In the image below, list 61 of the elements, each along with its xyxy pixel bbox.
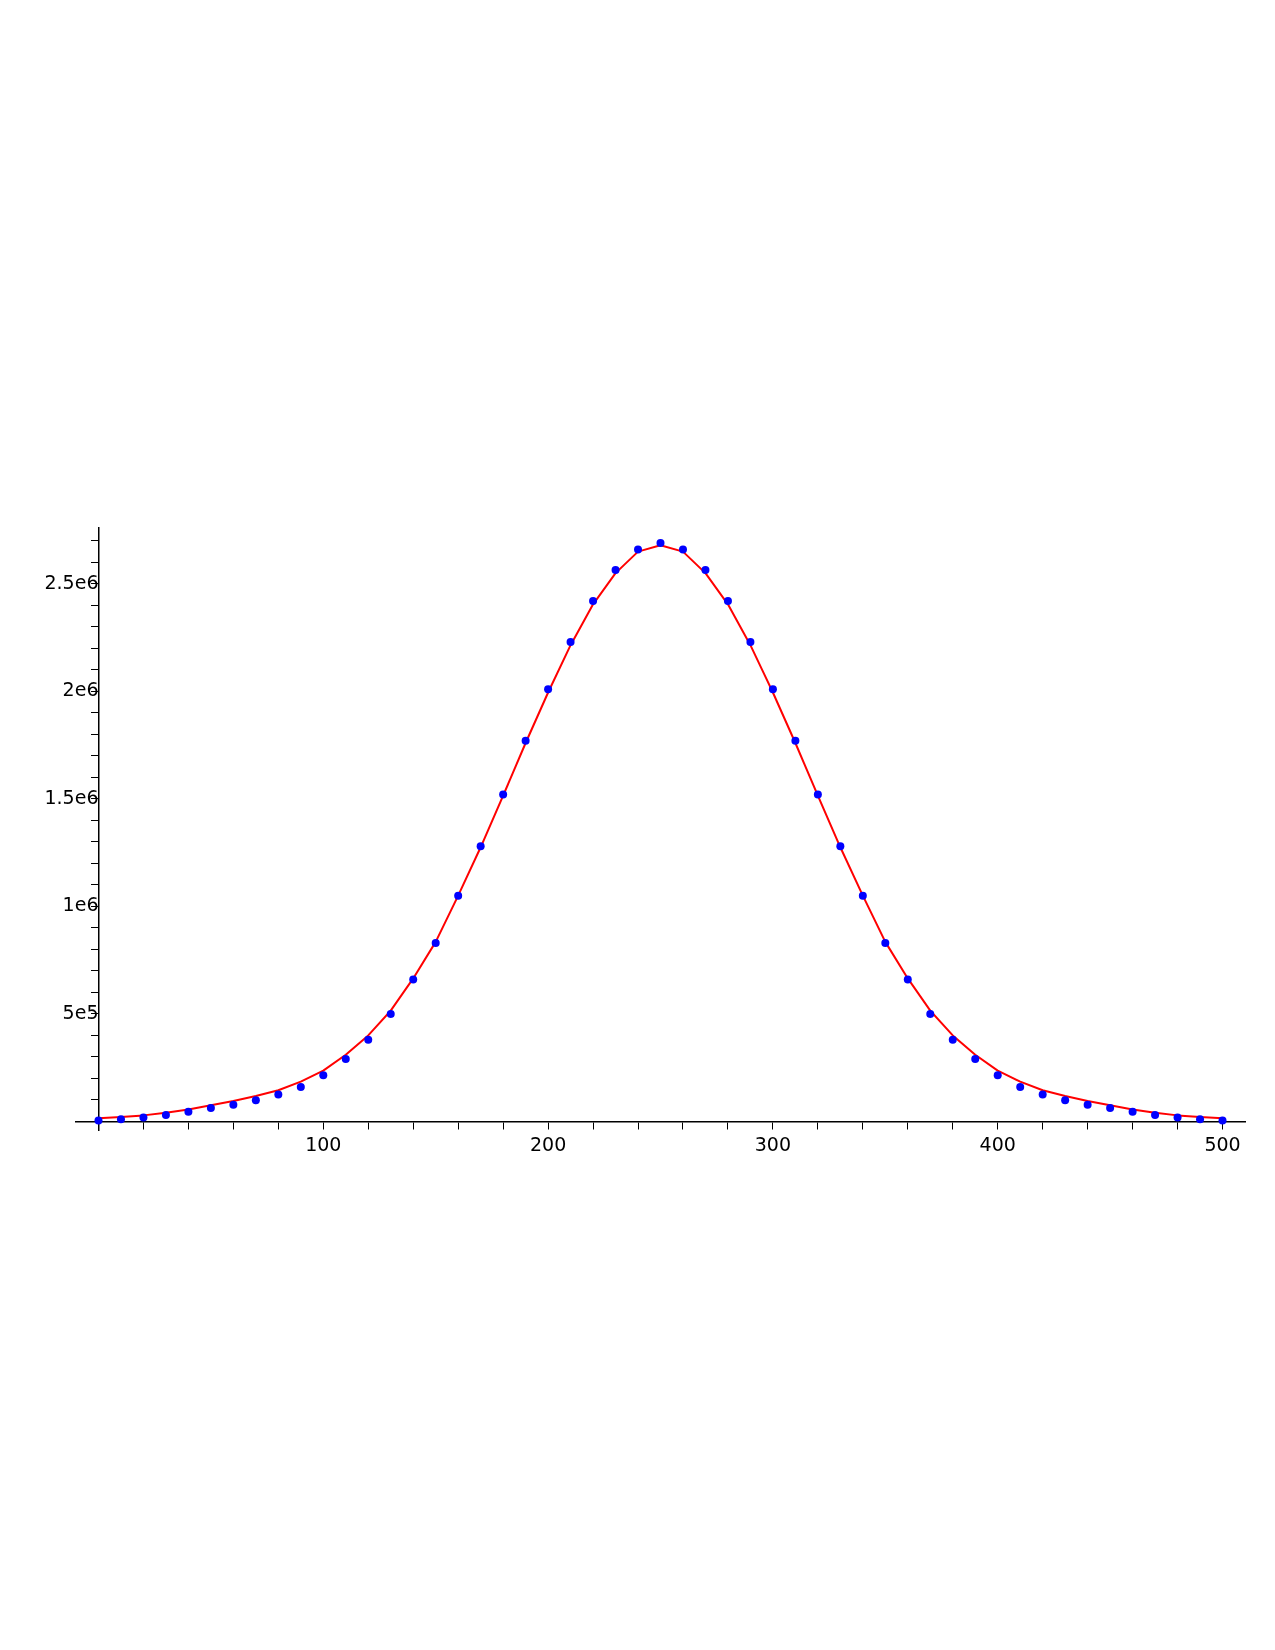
point: [521, 736, 530, 745]
point: [768, 685, 777, 694]
x-tick-label: 300: [754, 1132, 792, 1155]
point: [836, 842, 845, 851]
point: [678, 545, 687, 554]
x-tick-label: 200: [529, 1132, 567, 1155]
point: [94, 1116, 103, 1125]
x-tick-label: 400: [979, 1132, 1016, 1155]
point: [1083, 1100, 1092, 1109]
point: [903, 975, 912, 984]
point: [1128, 1107, 1137, 1116]
point: [1016, 1083, 1025, 1091]
point: [319, 1071, 328, 1080]
point: [184, 1107, 193, 1116]
y-tick-label: 2e6: [62, 678, 99, 701]
point: [409, 975, 418, 984]
point: [364, 1035, 373, 1044]
point: [476, 842, 485, 851]
point: [566, 637, 575, 646]
y-tick-label: 1e6: [62, 893, 99, 916]
point: [948, 1035, 957, 1044]
point: [971, 1055, 980, 1064]
point: [1196, 1115, 1205, 1124]
point: [589, 597, 598, 606]
point: [746, 637, 755, 646]
point: [1106, 1104, 1115, 1113]
y-tick-label: 5e5: [62, 1000, 99, 1023]
x-tick-label: 500: [1204, 1132, 1241, 1155]
point: [926, 1009, 935, 1018]
point: [229, 1100, 238, 1109]
point: [881, 938, 890, 947]
y-tick-label: 1.5e6: [44, 785, 99, 808]
point: [1173, 1113, 1182, 1122]
point: [161, 1110, 170, 1119]
point: [454, 891, 463, 900]
point: [296, 1083, 305, 1091]
point: [341, 1055, 350, 1064]
point: [139, 1113, 148, 1122]
y-tick-label: 2.5e6: [44, 570, 99, 593]
point: [251, 1096, 260, 1105]
point: [993, 1071, 1002, 1080]
point: [431, 938, 440, 947]
point: [544, 685, 553, 694]
point: [858, 891, 867, 900]
point: [723, 597, 732, 606]
point: [386, 1009, 395, 1018]
point: [206, 1104, 215, 1113]
point: [1151, 1110, 1160, 1119]
point: [611, 565, 620, 574]
x-tick-label: 100: [305, 1132, 342, 1155]
point: [634, 545, 643, 554]
point: [116, 1115, 125, 1124]
point: [1038, 1090, 1047, 1099]
point: [1061, 1096, 1070, 1105]
point: [656, 539, 665, 548]
point: [499, 790, 508, 799]
point: [274, 1090, 283, 1099]
point: [701, 565, 710, 574]
point: [813, 790, 822, 799]
point: [1218, 1116, 1227, 1125]
point: [791, 736, 800, 745]
